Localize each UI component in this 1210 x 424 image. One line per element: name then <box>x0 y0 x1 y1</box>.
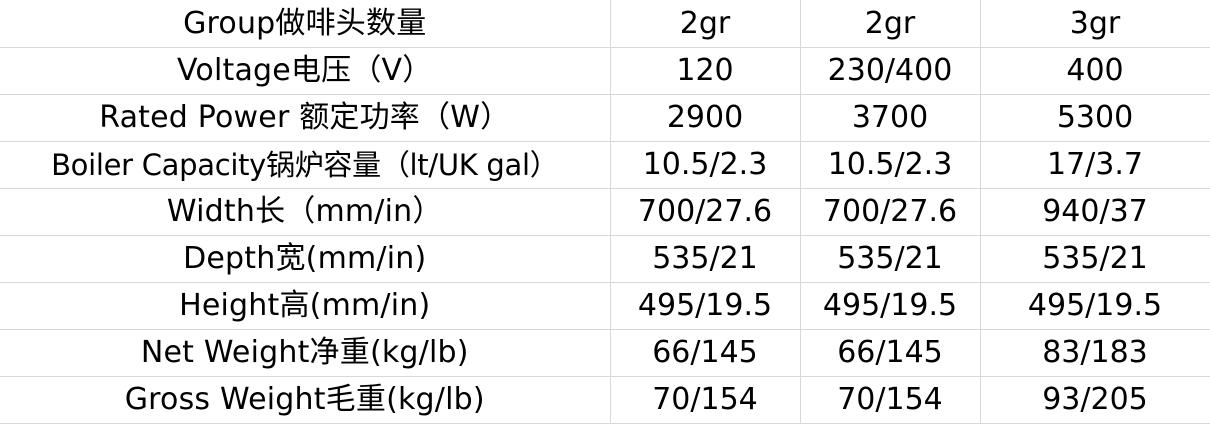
table-cell: 535/21 <box>800 235 981 283</box>
table-row-boiler-capacity: Boiler Capacity锅炉容量（lt/UK gal） 10.5/2.3 … <box>0 141 1210 189</box>
table-cell: 5300 <box>980 94 1210 142</box>
header-cell-1: 2gr <box>610 0 801 48</box>
table-row-gross-weight: Gross Weight毛重(kg/lb) 70/154 70/154 93/2… <box>0 376 1210 424</box>
table-row-voltage: Voltage电压（V） 120 230/400 400 <box>0 47 1210 95</box>
table-cell: 495/19.5 <box>610 282 801 330</box>
table-row-width: Width长（mm/in） 700/27.6 700/27.6 940/37 <box>0 188 1210 236</box>
row-label: Boiler Capacity锅炉容量（lt/UK gal） <box>0 141 611 189</box>
table-row-rated-power: Rated Power 额定功率（W） 2900 3700 5300 <box>0 94 1210 142</box>
table-cell: 83/183 <box>980 329 1210 377</box>
table-cell: 66/145 <box>800 329 981 377</box>
table-row-height: Height高(mm/in) 495/19.5 495/19.5 495/19.… <box>0 282 1210 330</box>
table-cell: 700/27.6 <box>610 188 801 236</box>
table-cell: 70/154 <box>800 376 981 424</box>
table-cell: 700/27.6 <box>800 188 981 236</box>
table-row-net-weight: Net Weight净重(kg/lb) 66/145 66/145 83/183 <box>0 329 1210 377</box>
row-label: Voltage电压（V） <box>0 47 611 95</box>
header-cell-2: 2gr <box>800 0 981 48</box>
table-row-depth: Depth宽(mm/in) 535/21 535/21 535/21 <box>0 235 1210 283</box>
table-cell: 400 <box>980 47 1210 95</box>
table-cell: 535/21 <box>980 235 1210 283</box>
table-cell: 70/154 <box>610 376 801 424</box>
table-cell: 17/3.7 <box>980 141 1210 189</box>
row-label: Depth宽(mm/in) <box>0 235 611 283</box>
table-cell: 3700 <box>800 94 981 142</box>
row-label: Width长（mm/in） <box>0 188 611 236</box>
row-label: Gross Weight毛重(kg/lb) <box>0 376 611 424</box>
table-cell: 495/19.5 <box>980 282 1210 330</box>
table-cell: 93/205 <box>980 376 1210 424</box>
table-cell: 66/145 <box>610 329 801 377</box>
table-cell: 120 <box>610 47 801 95</box>
table-cell: 10.5/2.3 <box>610 141 801 189</box>
row-label: Rated Power 额定功率（W） <box>0 94 611 142</box>
header-label: Group做啡头数量 <box>0 0 611 48</box>
header-cell-3: 3gr <box>980 0 1210 48</box>
table-cell: 940/37 <box>980 188 1210 236</box>
table-cell: 10.5/2.3 <box>800 141 981 189</box>
table-cell: 2900 <box>610 94 801 142</box>
table-cell: 495/19.5 <box>800 282 981 330</box>
table-cell: 230/400 <box>800 47 981 95</box>
row-label: Height高(mm/in) <box>0 282 611 330</box>
row-label: Net Weight净重(kg/lb) <box>0 329 611 377</box>
header-row: Group做啡头数量 2gr 2gr 3gr <box>0 0 1210 48</box>
table-cell: 535/21 <box>610 235 801 283</box>
